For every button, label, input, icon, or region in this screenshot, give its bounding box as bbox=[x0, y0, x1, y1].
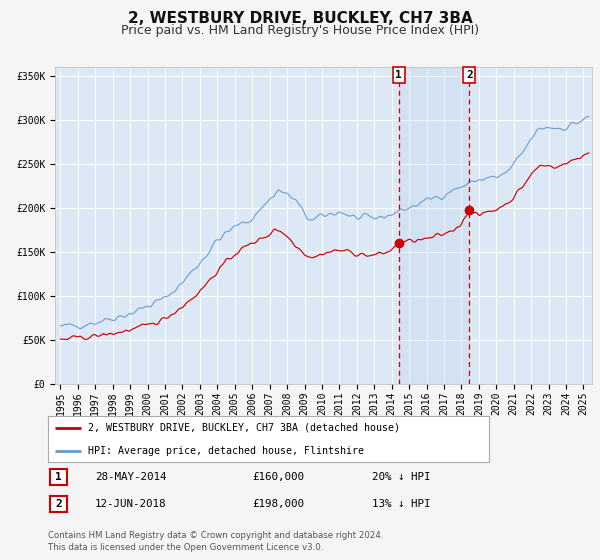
Text: 2, WESTBURY DRIVE, BUCKLEY, CH7 3BA (detached house): 2, WESTBURY DRIVE, BUCKLEY, CH7 3BA (det… bbox=[88, 423, 400, 432]
Text: 28-MAY-2014: 28-MAY-2014 bbox=[95, 472, 166, 482]
Text: 2, WESTBURY DRIVE, BUCKLEY, CH7 3BA: 2, WESTBURY DRIVE, BUCKLEY, CH7 3BA bbox=[128, 11, 472, 26]
Text: 20% ↓ HPI: 20% ↓ HPI bbox=[372, 472, 431, 482]
Text: £198,000: £198,000 bbox=[252, 499, 304, 509]
Text: Price paid vs. HM Land Registry's House Price Index (HPI): Price paid vs. HM Land Registry's House … bbox=[121, 24, 479, 36]
Text: 2: 2 bbox=[466, 70, 473, 80]
Text: £160,000: £160,000 bbox=[252, 472, 304, 482]
Text: 1: 1 bbox=[55, 472, 62, 482]
Text: This data is licensed under the Open Government Licence v3.0.: This data is licensed under the Open Gov… bbox=[48, 543, 323, 552]
Text: 2: 2 bbox=[55, 499, 62, 509]
Text: 13% ↓ HPI: 13% ↓ HPI bbox=[372, 499, 431, 509]
Text: Contains HM Land Registry data © Crown copyright and database right 2024.: Contains HM Land Registry data © Crown c… bbox=[48, 531, 383, 540]
Text: 12-JUN-2018: 12-JUN-2018 bbox=[95, 499, 166, 509]
Bar bbox=[399, 67, 469, 384]
Text: 1: 1 bbox=[395, 70, 402, 80]
Text: HPI: Average price, detached house, Flintshire: HPI: Average price, detached house, Flin… bbox=[88, 446, 364, 455]
